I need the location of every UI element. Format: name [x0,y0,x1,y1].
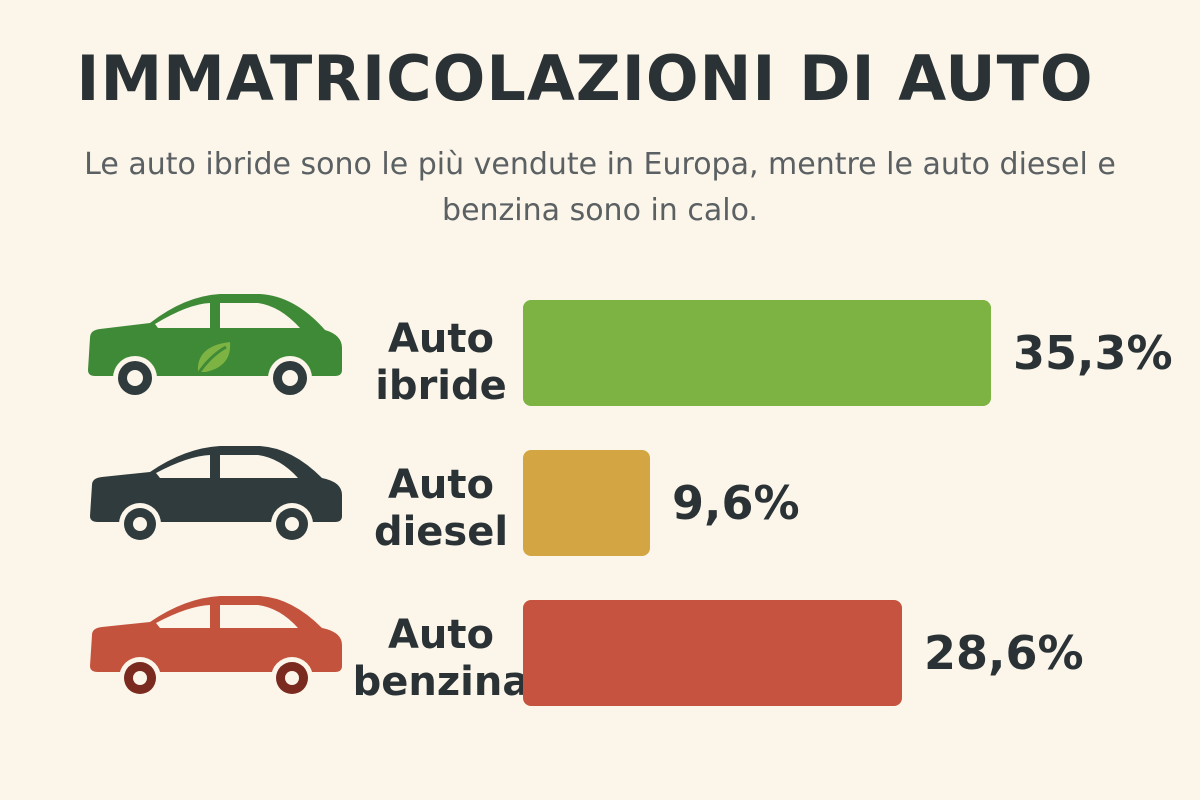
bar-diesel [523,450,650,556]
petrol-car-icon [90,596,342,699]
bar-row-hybrid: Auto ibride 35,3% [0,290,1200,420]
value-label-hybrid: 35,3% [1013,326,1173,380]
category-label-petrol: Auto benzina [352,612,530,705]
chart-title: IMMATRICOLAZIONI DI AUTO [76,42,1094,115]
value-label-petrol: 28,6% [924,626,1084,680]
category-label-diesel: Auto diesel [373,462,509,555]
bar-row-petrol: Auto benzina 28,6% [0,590,1200,720]
chart-subtitle: Le auto ibride sono le più vendute in Eu… [84,147,1116,228]
diesel-car-icon [90,446,342,545]
leaf-icon [196,342,231,375]
bar-hybrid [523,300,991,406]
value-label-diesel: 9,6% [672,476,800,530]
category-label-hybrid: Auto ibride [375,316,507,409]
bar-petrol [523,600,902,706]
car-body [90,596,342,672]
bar-row-diesel: Auto diesel 9,6% [0,440,1200,570]
eco-hybrid-car-icon [88,294,342,400]
